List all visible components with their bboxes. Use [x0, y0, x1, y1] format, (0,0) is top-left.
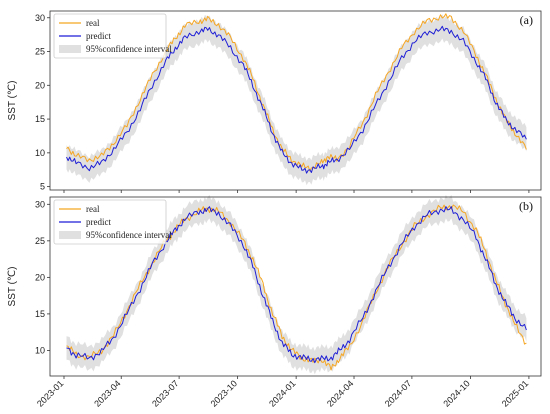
y-axis-label: SST (℃) [7, 81, 18, 121]
confidence-band [66, 194, 527, 375]
x-tick-label: 2024-04 [325, 378, 355, 408]
legend-label-real: real [86, 18, 100, 28]
y-tick-label: 5 [40, 182, 45, 192]
panel-label: (b) [519, 199, 533, 213]
y-tick-label: 20 [35, 80, 45, 90]
panel-b: 10 15 20 25 30 SST (℃) (b) real predict 95%confid… [7, 194, 542, 379]
y-tick-label: 30 [35, 199, 45, 209]
legend-label-predict: predict [86, 31, 111, 41]
panel-a: 5 10 15 20 25 30 SST (℃) (a) real predict 95%confi… [7, 10, 542, 193]
x-tick-label: 2023-01 [35, 378, 65, 408]
x-tick-label: 2024-07 [383, 378, 413, 408]
plot-frame [49, 10, 542, 191]
series-line-predict [66, 206, 527, 364]
x-tick-label: 2025-01 [500, 378, 530, 408]
confidence-band [66, 14, 527, 186]
series-line-real [66, 204, 527, 371]
x-tick-label: 2024-01 [267, 378, 297, 408]
y-tick-label: 15 [35, 309, 45, 319]
y-tick-label: 25 [35, 47, 45, 57]
y-tick-label: 10 [35, 345, 45, 355]
y-tick-label: 25 [35, 236, 45, 246]
legend-swatch-ci [59, 231, 81, 239]
legend-box [53, 199, 167, 245]
y-axis-label: SST (℃) [7, 267, 18, 307]
y-tick-label: 10 [35, 148, 45, 158]
legend-label-ci: 95%confidence interval [86, 230, 172, 240]
y-tick-label: 20 [35, 272, 45, 282]
y-tick-label: 30 [35, 13, 45, 23]
legend-box [53, 13, 167, 59]
x-tick-label: 2023-10 [209, 378, 239, 408]
x-tick-label: 2024-10 [441, 378, 471, 408]
legend-swatch-ci [59, 45, 81, 53]
plot-frame [49, 196, 542, 377]
x-tick-label: 2023-04 [92, 378, 122, 408]
x-tick-label: 2023-07 [150, 378, 180, 408]
panel-label: (a) [520, 13, 533, 27]
y-tick-label: 15 [35, 114, 45, 124]
legend-label-ci: 95%confidence interval [86, 44, 172, 54]
series-line-predict [66, 25, 527, 174]
legend-label-predict: predict [86, 217, 111, 227]
legend-label-real: real [86, 204, 100, 214]
